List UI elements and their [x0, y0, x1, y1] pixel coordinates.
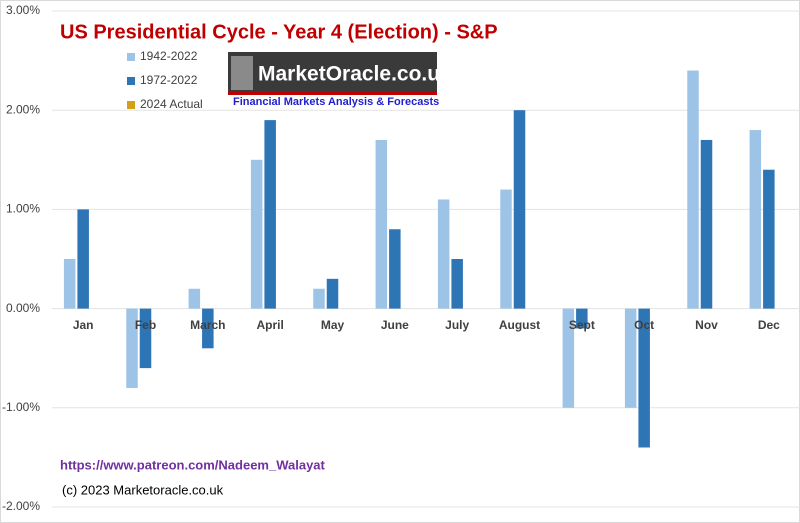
x-tick-label: Dec: [758, 318, 780, 332]
bar: [451, 259, 463, 309]
x-tick-label: Sept: [569, 318, 595, 332]
y-tick-label: 2.00%: [6, 102, 40, 116]
logo-name: MarketOracle.co.uk: [258, 63, 452, 86]
legend-swatch: [127, 101, 135, 109]
bar: [763, 169, 775, 309]
bar: [126, 308, 138, 388]
x-tick-label: March: [190, 318, 225, 332]
bar: [513, 110, 526, 309]
y-tick-label: -1.00%: [2, 400, 40, 414]
bar: [188, 288, 201, 309]
bar: [77, 209, 89, 309]
bar: [250, 159, 263, 309]
bar: [562, 308, 575, 408]
legend-label: 2024 Actual: [140, 97, 203, 111]
bar: [749, 130, 762, 309]
x-tick-label: May: [321, 318, 345, 332]
x-tick-label: Jan: [73, 318, 94, 332]
logo-icon: [231, 56, 253, 90]
x-tick-label: July: [445, 318, 469, 332]
x-tick-label: Oct: [634, 318, 654, 332]
y-tick-label: 3.00%: [6, 3, 40, 17]
y-tick-label: -2.00%: [2, 499, 40, 513]
patreon-link: https://www.patreon.com/Nadeem_Walayat: [60, 457, 326, 472]
y-tick-label: 0.00%: [6, 301, 40, 315]
logo-rule: [228, 92, 437, 95]
logo: MarketOracle.co.uk Financial Markets Ana…: [228, 52, 452, 108]
x-tick-label: Nov: [695, 318, 718, 332]
bar: [624, 308, 637, 408]
x-tick-label: June: [381, 318, 409, 332]
bar: [313, 288, 325, 309]
legend-swatch: [127, 53, 135, 61]
bars: Jan Feb March April May June July August Sept Oct…: [63, 70, 780, 448]
x-tick-label: August: [499, 318, 540, 332]
bar: [700, 139, 713, 309]
chart-title: US Presidential Cycle - Year 4 (Election…: [60, 21, 498, 43]
logo-box: [228, 52, 437, 94]
bar: [264, 120, 276, 309]
legend-label: 1972-2022: [140, 73, 198, 87]
x-tick-label: Feb: [135, 318, 156, 332]
bar: [500, 189, 512, 309]
bar: [576, 308, 588, 329]
grid: -2.00% -1.00% 0.00% 1.00% 2.00% 3.00%: [2, 3, 800, 513]
copyright: (c) 2023 Marketoracle.co.uk: [62, 482, 224, 497]
legend: 1942-2022 1972-2022 2024 Actual: [127, 49, 203, 111]
bar: [375, 139, 388, 309]
legend-swatch: [127, 77, 135, 85]
bar: [139, 308, 152, 369]
y-tick-label: 1.00%: [6, 202, 40, 216]
bar: [389, 229, 401, 309]
legend-label: 1942-2022: [140, 49, 198, 63]
bar: [63, 259, 76, 309]
bar: [687, 70, 699, 309]
bar: [326, 278, 339, 309]
x-tick-label: April: [256, 318, 283, 332]
logo-tagline: Financial Markets Analysis & Forecasts: [233, 96, 439, 108]
bar: [202, 308, 214, 349]
bar: [437, 199, 450, 309]
bar: [638, 308, 650, 448]
